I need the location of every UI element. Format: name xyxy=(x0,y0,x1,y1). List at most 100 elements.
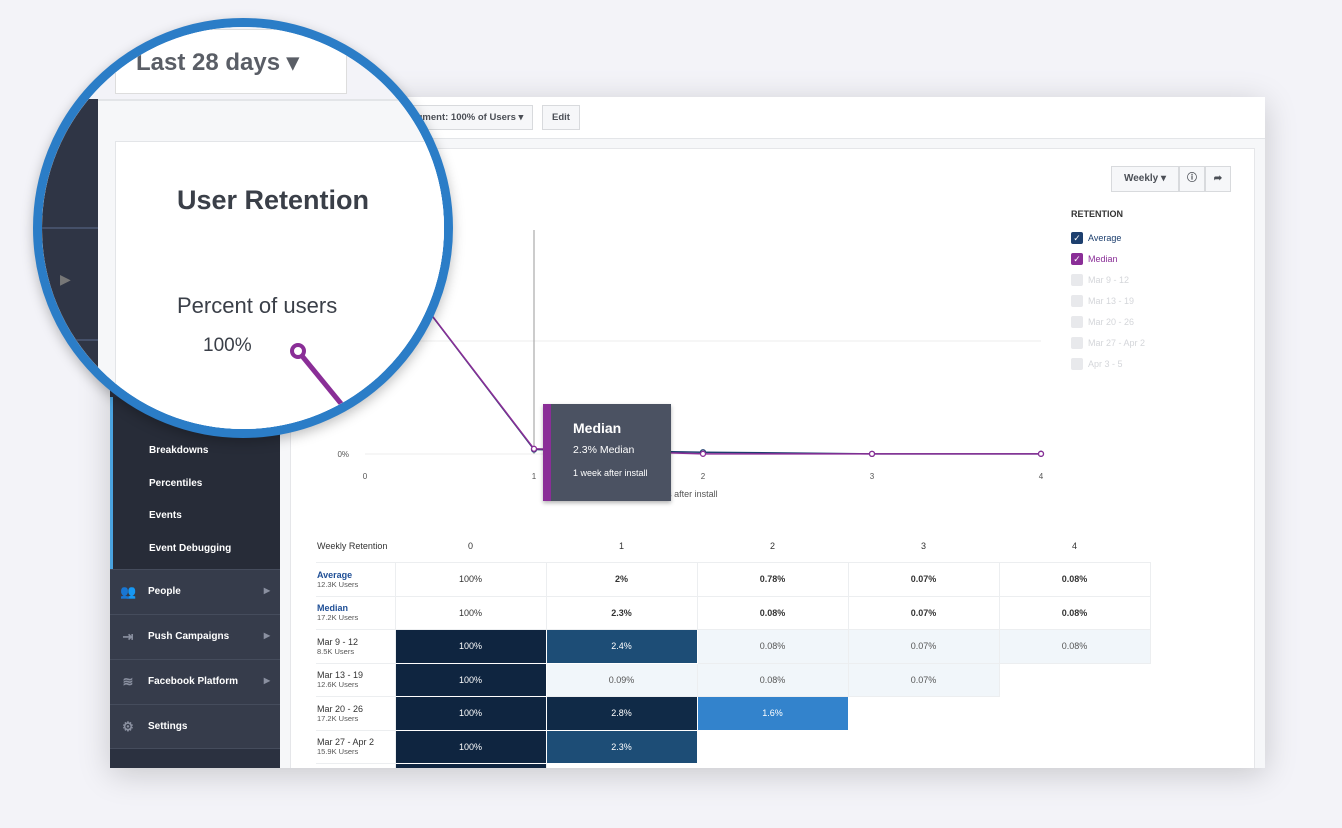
checkbox[interactable] xyxy=(1071,315,1083,328)
chevron-right-icon: ▶ xyxy=(263,676,270,685)
x-tick: 2 xyxy=(701,472,706,481)
gear-icon: ⚙ xyxy=(122,719,134,734)
retention-cell: 0.07% xyxy=(847,629,1000,664)
row-users: 15.9K Users xyxy=(317,747,359,757)
sidebar-item-settings[interactable]: ⚙ Settings xyxy=(110,704,280,749)
legend-label: Median xyxy=(1088,253,1118,264)
checkbox[interactable]: ✓ xyxy=(1071,252,1083,265)
checkbox[interactable] xyxy=(1071,336,1083,349)
column-header: 0 xyxy=(467,540,473,551)
legend: RETENTION ✓ Average ✓ Median Mar 9 - 12 Mar 1… xyxy=(1071,209,1145,374)
table-row: Median 17.2K Users 100% 2.3% 0.08% 0.07% 0.08% xyxy=(316,595,1151,630)
x-tick: 0 xyxy=(363,472,368,481)
retention-cell: 0.08% xyxy=(998,562,1151,597)
row-label: Mar 9 - 12 xyxy=(317,636,359,647)
tooltip-title: Median xyxy=(573,420,622,436)
date-range-dropdown[interactable]: Last 28 days ▾ xyxy=(115,29,347,94)
empty-cell xyxy=(999,730,1150,764)
row-users: 12.6K Users xyxy=(317,680,359,690)
retention-cell: 0.09% xyxy=(545,662,698,697)
row-users: 8.5K Users xyxy=(317,646,355,656)
data-point xyxy=(699,450,707,457)
layers-icon: ≋ xyxy=(122,674,134,689)
empty-cell xyxy=(848,697,999,731)
table-row: Mar 20 - 26 17.2K Users 100% 2.8% 1.6% xyxy=(316,696,1150,731)
table-header: Weekly Retention xyxy=(317,540,388,551)
legend-item[interactable]: Apr 3 - 5 xyxy=(1071,353,1145,374)
retention-panel: Weekly ▾ ⓘ ➦ RETENTION ✓ Average ✓ Median Ma… xyxy=(290,148,1255,768)
edit-button[interactable]: Edit xyxy=(542,105,580,130)
row-users: 17.2K Users xyxy=(317,613,359,623)
retention-cell: 0.78% xyxy=(696,562,849,597)
interval-dropdown[interactable]: Weekly ▾ xyxy=(1111,166,1179,192)
data-point xyxy=(530,445,538,452)
y-tick-100: 100% xyxy=(203,335,252,356)
checkbox[interactable] xyxy=(1071,273,1083,286)
checkbox[interactable] xyxy=(1071,357,1083,370)
chevron-right-icon: ▶ xyxy=(60,271,71,287)
chevron-right-icon: ▶ xyxy=(263,586,270,595)
retention-cell: 0.07% xyxy=(847,595,1000,630)
row-label: Mar 20 - 26 xyxy=(317,703,364,714)
table-row: Mar 27 - Apr 2 15.9K Users 100% 2.3% xyxy=(316,729,1150,764)
x-axis-label: Weeks after install xyxy=(644,489,717,499)
legend-item[interactable]: ✓ Average xyxy=(1071,227,1145,248)
sidebar-item-event-debugging[interactable]: Event Debugging xyxy=(149,543,232,554)
checkbox[interactable] xyxy=(1071,294,1083,307)
data-point xyxy=(1037,450,1045,457)
retention-cell: 100% xyxy=(394,629,547,664)
retention-cell: 2.8% xyxy=(545,696,698,731)
y-tick: 0% xyxy=(337,450,349,459)
legend-item[interactable]: Mar 20 - 26 xyxy=(1071,311,1145,332)
table-row: Average 12.3K Users 100% 2% 0.78% 0.07% 0.08% xyxy=(316,562,1151,597)
legend-item[interactable]: ✓ Median xyxy=(1071,248,1145,269)
retention-cell: 100% xyxy=(394,595,547,630)
x-tick: 3 xyxy=(870,472,875,481)
top-bar: Segment: 100% of Users ▾ Edit xyxy=(280,97,1265,139)
retention-cell: 2.3% xyxy=(545,595,698,630)
sidebar-item-people[interactable]: 👥 People ▶ xyxy=(110,569,280,614)
table-row: Mar 9 - 12 8.5K Users 100% 2.4% 0.08% 0.07% 0.… xyxy=(316,629,1151,664)
row-users: 12.3K Users xyxy=(317,579,359,589)
row-label: Mar 13 - 19 xyxy=(317,670,364,681)
table-row: Mar 13 - 19 12.6K Users 100% 0.09% 0.08% 0.07… xyxy=(316,662,1150,697)
retention-cell: 2.3% xyxy=(545,729,698,764)
share-icon[interactable]: ➦ xyxy=(1205,166,1231,192)
push-icon: ⇥ xyxy=(122,629,134,644)
info-icon[interactable]: ⓘ xyxy=(1179,166,1205,192)
column-header: 4 xyxy=(1071,540,1077,551)
legend-label: Mar 27 - Apr 2 xyxy=(1088,337,1146,348)
retention-cell: 1.6% xyxy=(696,696,849,731)
retention-cell: 100% xyxy=(394,729,547,764)
column-header: 1 xyxy=(618,540,624,551)
retention-cell: 0.08% xyxy=(998,629,1151,664)
column-header: 2 xyxy=(769,540,775,551)
retention-cell: 0.08% xyxy=(696,595,849,630)
people-icon: 👥 xyxy=(120,584,137,599)
legend-item[interactable]: Mar 9 - 12 xyxy=(1071,269,1145,290)
sidebar-item-percentiles[interactable]: Percentiles xyxy=(149,478,203,489)
row-label: Mar 27 - Apr 2 xyxy=(317,737,375,748)
legend-label: Average xyxy=(1088,232,1122,243)
column-header: 3 xyxy=(920,540,926,551)
retention-cell: 100% xyxy=(394,562,547,597)
legend-label: Apr 3 - 5 xyxy=(1088,358,1123,369)
retention-table: Weekly Retention 0 1 2 3 4 Average 12.3K Users 1… xyxy=(316,529,1151,768)
retention-cell: 2% xyxy=(545,562,698,597)
legend-title: RETENTION xyxy=(1071,209,1124,219)
sidebar-item-push-campaigns[interactable]: ⇥ Push Campaigns ▶ xyxy=(110,614,280,659)
y-axis-label: Percent of users xyxy=(177,293,338,318)
legend-label: Mar 9 - 12 xyxy=(1088,274,1130,285)
retention-cell: 2.4% xyxy=(545,629,698,664)
row-label[interactable]: Average xyxy=(317,569,353,580)
sidebar-item-facebook-platform[interactable]: ≋ Facebook Platform ▶ xyxy=(110,659,280,704)
legend-item[interactable]: Mar 27 - Apr 2 xyxy=(1071,332,1145,353)
sidebar-item-events[interactable]: Events xyxy=(149,510,182,521)
tooltip: Median 2.3% Median 1 week after install xyxy=(543,404,671,501)
empty-cell xyxy=(848,730,999,764)
sidebar-item-breakdowns[interactable]: Breakdowns xyxy=(149,445,209,456)
data-point xyxy=(868,450,876,457)
checkbox[interactable]: ✓ xyxy=(1071,231,1083,244)
row-label[interactable]: Median xyxy=(317,603,349,614)
legend-item[interactable]: Mar 13 - 19 xyxy=(1071,290,1145,311)
